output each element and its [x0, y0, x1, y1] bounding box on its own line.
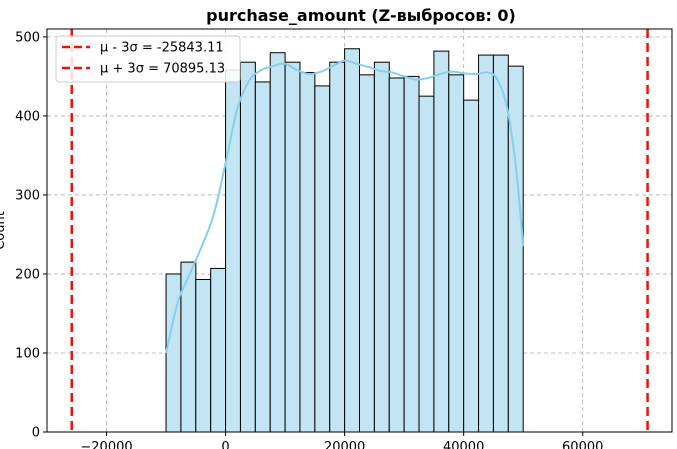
- histogram-bar: [195, 278, 212, 433]
- histogram-bar: [463, 99, 480, 433]
- histogram-bar: [299, 71, 316, 433]
- histogram-bar: [388, 77, 405, 433]
- y-tick-label: 0: [32, 426, 40, 441]
- histogram-bar: [239, 61, 256, 433]
- y-tick-label: 200: [15, 267, 40, 282]
- x-axis-ticks: −20000 0 20000 40000 60000: [80, 432, 603, 449]
- histogram-bars: [165, 48, 524, 433]
- x-tick-label: 60000: [562, 440, 603, 449]
- histogram-bar: [314, 85, 331, 433]
- histogram-bar: [359, 74, 375, 433]
- threshold-lines: [70, 29, 649, 432]
- histogram-bar: [478, 54, 494, 433]
- kde-curve: [165, 59, 525, 354]
- legend: μ - 3σ = -25843.11 μ + 3σ = 70895.13: [55, 35, 241, 83]
- histogram-bar: [210, 267, 227, 433]
- histogram-bar: [254, 81, 271, 433]
- histogram-bar: [448, 74, 465, 433]
- legend-box: [55, 35, 241, 83]
- x-tick-label: 0: [221, 440, 229, 449]
- histogram-bar: [403, 75, 420, 433]
- y-tick-label: 400: [15, 109, 40, 124]
- y-tick-label: 500: [15, 30, 40, 45]
- legend-entry-label: μ - 3σ = -25843.11: [100, 41, 224, 56]
- histogram-bar: [418, 95, 435, 433]
- histogram-bar: [269, 52, 286, 433]
- histogram-bar: [492, 54, 509, 433]
- kde-line: [165, 59, 525, 354]
- y-axis-label: Count: [0, 211, 8, 250]
- plot-area-frame: [46, 28, 673, 433]
- histogram-bar: [284, 61, 301, 433]
- legend-entry-label: μ + 3σ = 70895.13: [100, 62, 225, 77]
- histogram-bar: [329, 61, 346, 433]
- histogram-bar: [344, 48, 361, 433]
- histogram-bar: [373, 61, 390, 433]
- y-tick-label: 300: [15, 188, 40, 203]
- x-tick-label: −20000: [80, 440, 132, 449]
- chart-title: purchase_amount (Z-выбросов: 0): [206, 6, 516, 25]
- x-tick-label: 40000: [443, 440, 484, 449]
- histogram-bar: [433, 50, 450, 433]
- y-axis-ticks: 0 100 200 300 400 500: [15, 30, 47, 441]
- y-tick-label: 100: [15, 346, 40, 361]
- x-tick-label: 20000: [324, 440, 365, 449]
